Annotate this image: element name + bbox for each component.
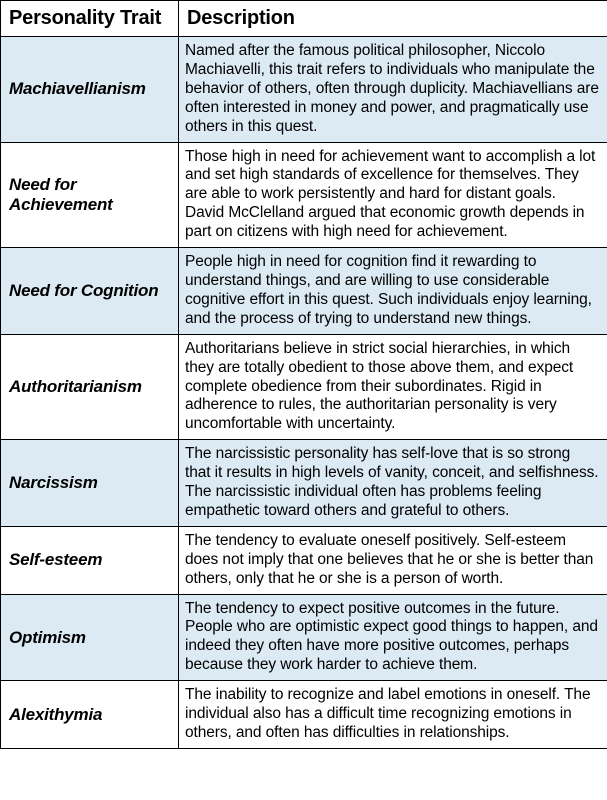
description-cell: The narcissistic personality has self-lo… <box>179 440 607 527</box>
table-row: AuthoritarianismAuthoritarians believe i… <box>1 334 607 440</box>
header-trait: Personality Trait <box>1 1 179 37</box>
header-description: Description <box>179 1 607 37</box>
description-cell: The tendency to expect positive outcomes… <box>179 594 607 681</box>
description-cell: Those high in need for achievement want … <box>179 142 607 248</box>
trait-cell: Alexithymia <box>1 681 179 749</box>
table-row: NarcissismThe narcissistic personality h… <box>1 440 607 527</box>
table-row: OptimismThe tendency to expect positive … <box>1 594 607 681</box>
description-cell: People high in need for cognition find i… <box>179 248 607 335</box>
table-row: Need for AchievementThose high in need f… <box>1 142 607 248</box>
description-cell: The tendency to evaluate oneself positiv… <box>179 526 607 594</box>
table-row: AlexithymiaThe inability to recognize an… <box>1 681 607 749</box>
personality-traits-table: Personality Trait Description Machiavell… <box>0 0 607 749</box>
description-cell: Named after the famous political philoso… <box>179 37 607 143</box>
description-cell: The inability to recognize and label emo… <box>179 681 607 749</box>
table-header-row: Personality Trait Description <box>1 1 607 37</box>
table-row: MachiavellianismNamed after the famous p… <box>1 37 607 143</box>
trait-cell: Need for Achievement <box>1 142 179 248</box>
trait-cell: Self-esteem <box>1 526 179 594</box>
trait-cell: Optimism <box>1 594 179 681</box>
trait-cell: Authoritarianism <box>1 334 179 440</box>
table-row: Need for CognitionPeople high in need fo… <box>1 248 607 335</box>
trait-cell: Need for Cognition <box>1 248 179 335</box>
trait-cell: Machiavellianism <box>1 37 179 143</box>
description-cell: Authoritarians believe in strict social … <box>179 334 607 440</box>
trait-cell: Narcissism <box>1 440 179 527</box>
table-container: Personality Trait Description Machiavell… <box>0 0 607 749</box>
table-row: Self-esteemThe tendency to evaluate ones… <box>1 526 607 594</box>
